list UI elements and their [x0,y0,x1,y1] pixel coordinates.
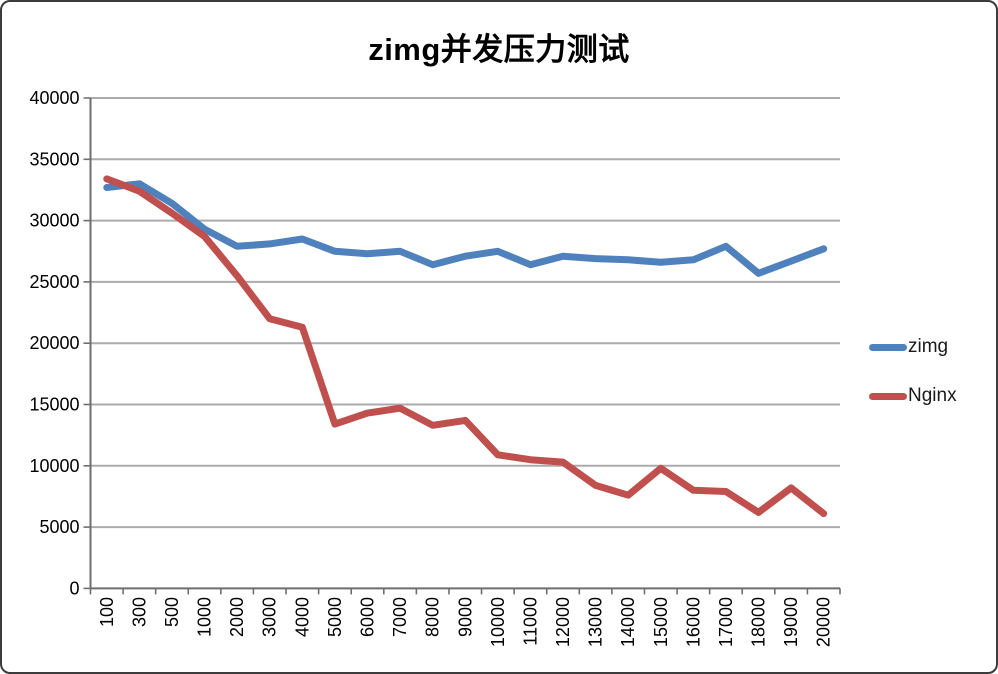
series-line-zimg [103,180,828,277]
y-tick-label: 30000 [29,211,79,231]
x-tick-label: 8000 [423,597,443,637]
x-tick-label: 7000 [390,597,410,637]
x-tick-label: 9000 [455,597,475,637]
x-tick-label: 5000 [325,597,345,637]
x-tick-label: 13000 [586,597,606,647]
x-tick-label: 17000 [716,597,736,647]
x-tick-label: 11000 [520,597,540,646]
zimg-line-swatch [869,343,907,351]
x-tick-label: 300 [129,597,149,627]
series-line-nginx [103,175,828,518]
x-tick-label: 500 [162,597,182,627]
legend-item-nginx: Nginx [869,385,957,407]
legend-label-zimg: zimg [908,336,949,357]
y-tick-label: 25000 [29,272,79,292]
x-tick-label: 19000 [781,597,801,647]
legend: zimg Nginx [869,336,957,407]
y-tick-label: 20000 [29,333,79,353]
chart-title: zimg并发压力测试 [368,32,630,67]
legend-item-zimg: zimg [869,336,957,358]
y-tick-label: 5000 [39,517,79,537]
x-tick-label: 100 [97,597,117,627]
x-tick-label: 18000 [749,597,769,647]
y-tick-label: 15000 [29,395,79,415]
x-tick-label: 10000 [488,597,508,647]
y-tick-label: 0 [69,578,79,598]
x-tick-label: 16000 [683,597,703,647]
x-tick-label: 12000 [553,597,573,647]
x-tick-label: 6000 [357,597,377,637]
y-tick-label: 40000 [29,88,79,108]
x-tick-label: 1000 [195,597,215,637]
x-tick-label: 2000 [227,597,247,637]
x-tick-label: 3000 [260,597,280,637]
y-tick-label: 10000 [29,456,79,476]
legend-label-nginx: Nginx [908,385,957,406]
x-tick-label: 4000 [292,597,312,637]
y-tick-label: 35000 [29,149,79,169]
nginx-line-swatch [869,392,907,400]
x-tick-label: 20000 [814,597,834,647]
x-tick-label: 15000 [651,597,671,647]
x-tick-label: 14000 [618,597,638,647]
